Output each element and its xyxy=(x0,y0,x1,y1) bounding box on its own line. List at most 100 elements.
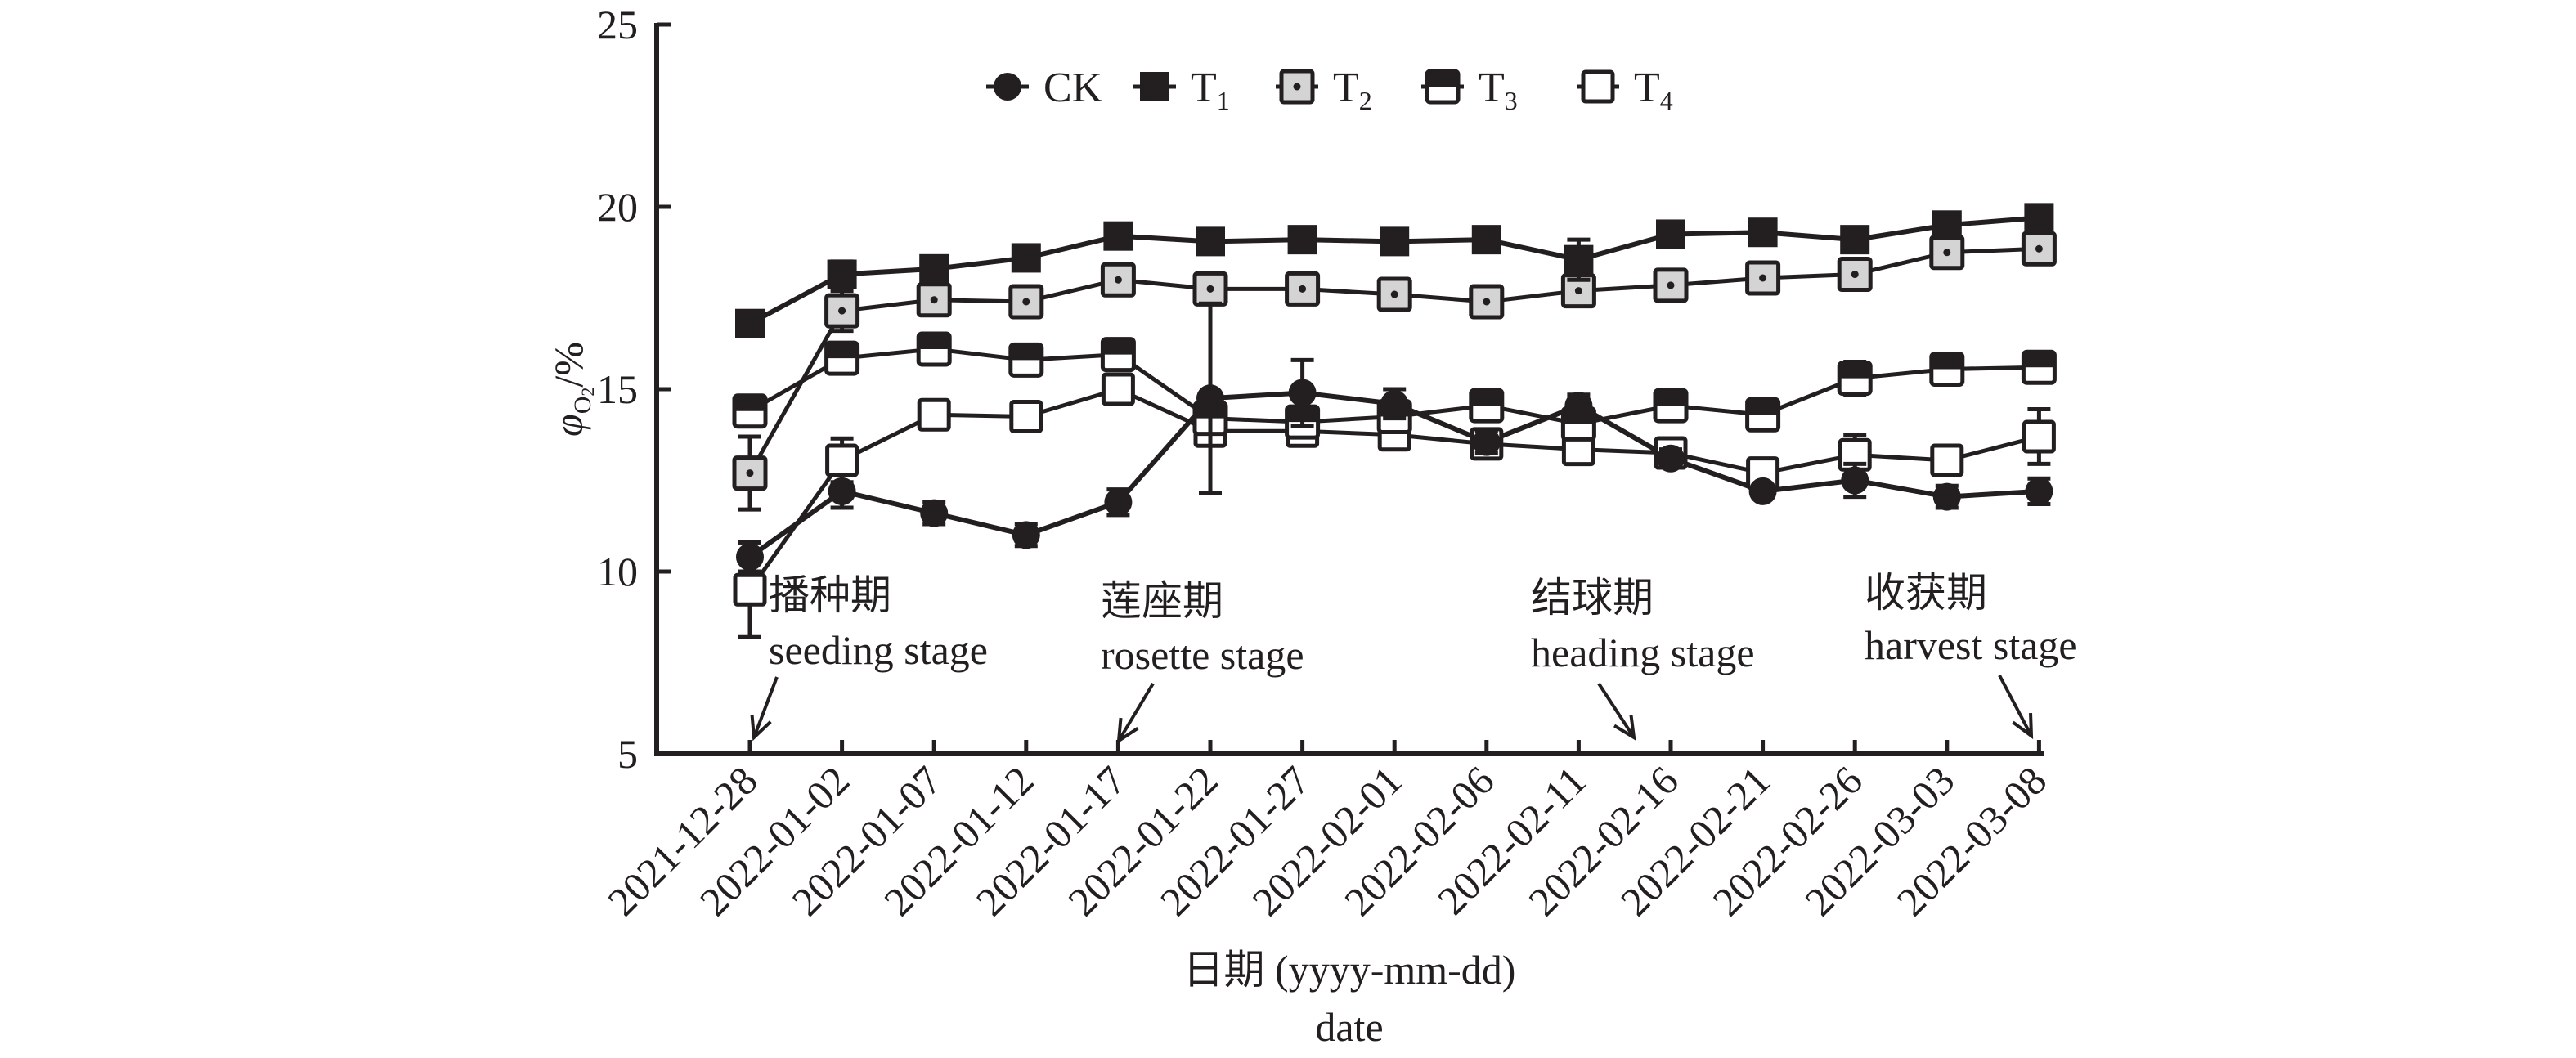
marker-dot xyxy=(1759,274,1767,282)
marker-square xyxy=(1932,210,1962,240)
marker-square xyxy=(733,572,767,607)
data-point xyxy=(919,253,949,284)
data-point xyxy=(824,340,860,376)
x-axis-title-en: date xyxy=(1315,1004,1383,1050)
series-points-t2 xyxy=(732,231,2057,512)
legend-label-sub: 1 xyxy=(1217,86,1230,115)
axes: 5 10 15 20 25 2021-12-282022-01-022022-01-07… xyxy=(597,2,2055,925)
data-point xyxy=(2021,349,2057,385)
arrow-shaft xyxy=(1597,682,1636,739)
marker-half-fill xyxy=(1102,338,1134,355)
stage-annotation: 播种期 seeding stage xyxy=(750,572,988,742)
stage-label-cn: 播种期 xyxy=(769,572,891,618)
marker-dot xyxy=(1299,285,1307,293)
marker-dot xyxy=(1390,290,1398,298)
marker-half-fill xyxy=(1010,344,1042,361)
legend-marker xyxy=(1425,69,1461,105)
marker-square xyxy=(1930,443,1964,477)
marker-half-fill xyxy=(1427,71,1458,87)
marker-square xyxy=(1380,226,1410,257)
marker-half-fill xyxy=(918,333,950,349)
legend-label-main: T xyxy=(1479,65,1505,111)
arrow-head-icon xyxy=(750,714,772,742)
y-ticks: 5 10 15 20 25 xyxy=(597,2,671,777)
legend-item-t1: T1 xyxy=(1133,65,1230,115)
data-point xyxy=(1656,219,1685,249)
data-point xyxy=(1104,488,1133,517)
data-point xyxy=(1192,271,1228,307)
data-point xyxy=(2024,203,2054,233)
stage-label-en: heading stage xyxy=(1531,630,1755,675)
svg-text:φO2/%: φO2/% xyxy=(545,342,598,437)
marker-circle xyxy=(1564,392,1593,420)
data-point xyxy=(824,293,860,329)
stage-label-cn: 莲座期 xyxy=(1101,578,1223,624)
data-point xyxy=(1653,267,1689,303)
legend-item-t3: T3 xyxy=(1421,65,1518,115)
y-tick-label: 5 xyxy=(617,731,638,777)
data-point xyxy=(1564,244,1594,275)
arrow-head-icon xyxy=(2012,712,2034,740)
data-point xyxy=(1564,392,1593,420)
stage-label-cn: 收获期 xyxy=(1865,570,1987,616)
legend-label: T4 xyxy=(1634,65,1673,115)
data-point xyxy=(1748,477,1777,505)
data-point xyxy=(736,543,764,572)
marker-half-fill xyxy=(734,395,765,411)
marker-square xyxy=(825,443,859,477)
marker-dot xyxy=(838,307,846,315)
marker-circle xyxy=(920,499,949,527)
arrow-shaft xyxy=(1998,675,2033,737)
marker-square xyxy=(2022,419,2056,454)
data-point xyxy=(1471,225,1501,255)
marker-circle xyxy=(1012,521,1040,549)
data-point xyxy=(2025,477,2053,505)
marker-dot xyxy=(1022,298,1030,306)
legend-label: CK xyxy=(1043,65,1103,111)
data-point xyxy=(1380,226,1410,257)
marker-dot xyxy=(1293,83,1301,91)
data-point xyxy=(1008,342,1044,378)
marker-square xyxy=(1471,225,1501,255)
marker-dot xyxy=(1574,287,1582,295)
data-point xyxy=(733,572,767,607)
data-point xyxy=(1653,388,1689,424)
stage-label-cn: 结球期 xyxy=(1531,575,1654,621)
marker-circle xyxy=(1472,428,1501,456)
legend-label-sub: 4 xyxy=(1660,86,1673,115)
data-point xyxy=(1380,389,1409,418)
legend-label-sub: 2 xyxy=(1359,86,1372,115)
legend-marker xyxy=(1140,72,1169,101)
data-point xyxy=(920,499,949,527)
stage-annotation: 结球期 heading stage xyxy=(1531,575,1755,741)
legend-marker xyxy=(1279,69,1315,105)
data-point xyxy=(1196,226,1225,257)
data-point xyxy=(2022,419,2056,454)
data-point xyxy=(1288,379,1317,407)
data-point xyxy=(1376,276,1412,312)
marker-dot xyxy=(1851,271,1859,279)
data-point xyxy=(1101,372,1135,406)
marker-square xyxy=(1564,244,1594,275)
marker-half-fill xyxy=(1470,390,1502,406)
marker-half-fill xyxy=(1655,390,1686,406)
data-point xyxy=(1841,466,1869,495)
data-point xyxy=(1932,482,1961,511)
data-point xyxy=(1745,260,1781,296)
x-axis-title: 日期 (yyyy-mm-dd) xyxy=(1183,947,1516,993)
series-points-t1 xyxy=(735,203,2054,338)
marker-dot xyxy=(2035,244,2043,253)
marker-circle xyxy=(1380,389,1409,418)
marker-square xyxy=(735,308,765,338)
marker-square xyxy=(1840,225,1870,255)
data-point xyxy=(1011,243,1041,273)
marker-half-fill xyxy=(1839,362,1871,379)
data-point xyxy=(1469,388,1505,424)
y-axis-sub2: 2 xyxy=(577,388,598,397)
series-points-t3 xyxy=(732,331,2057,442)
legend-label: T3 xyxy=(1479,65,1518,115)
legend-item-ck: CK xyxy=(986,65,1103,111)
marker-square xyxy=(1287,225,1317,255)
marker-square xyxy=(919,253,949,284)
legend-marker xyxy=(1581,69,1615,104)
